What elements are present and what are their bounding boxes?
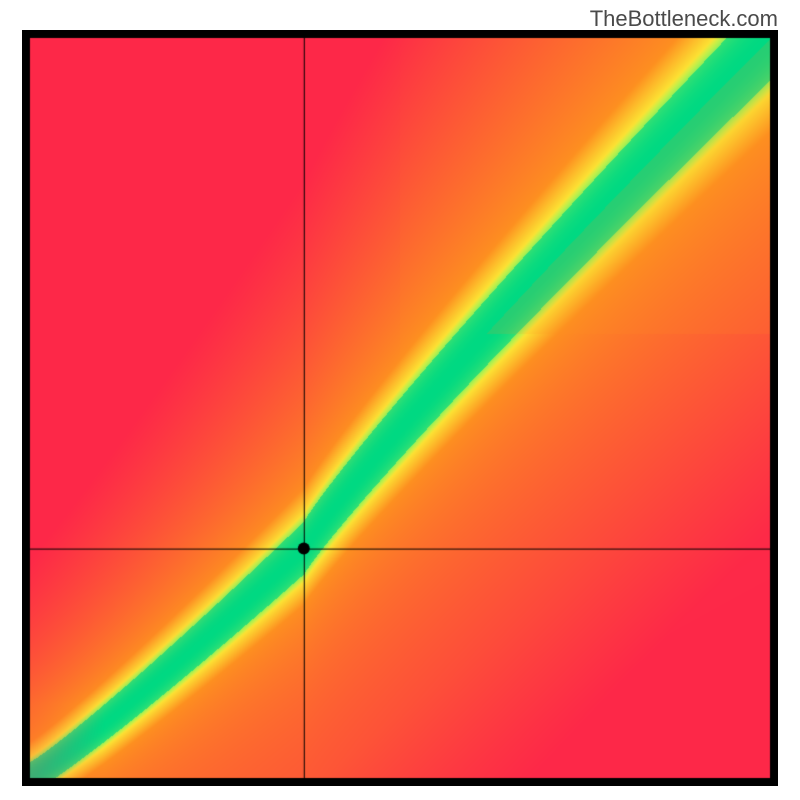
bottleneck-heatmap: [22, 30, 778, 786]
watermark-text: TheBottleneck.com: [590, 6, 778, 32]
plot-area: [22, 30, 778, 786]
chart-container: TheBottleneck.com: [0, 0, 800, 800]
